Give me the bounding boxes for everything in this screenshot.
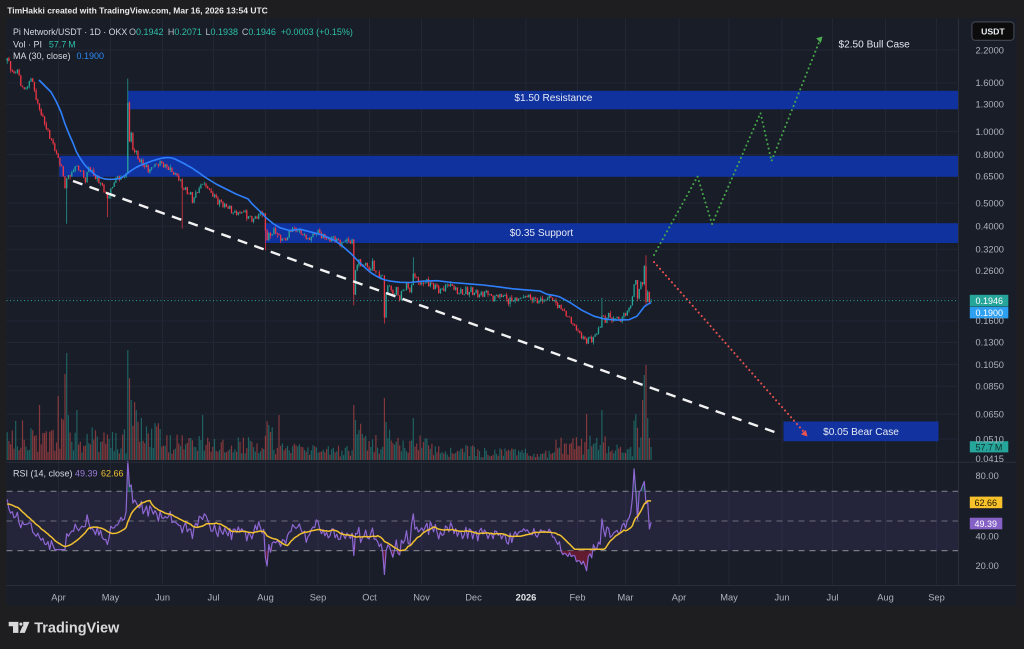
svg-text:Nov: Nov (413, 593, 430, 603)
svg-text:1.6000: 1.6000 (976, 78, 1004, 88)
svg-text:0.4000: 0.4000 (976, 222, 1004, 232)
svg-text:TimHakki created with TradingV: TimHakki created with TradingView.com, M… (7, 5, 268, 15)
svg-text:L0.1938: L0.1938 (206, 27, 239, 37)
svg-text:RSI (14, close): RSI (14, close) (13, 468, 73, 478)
svg-text:2.2000: 2.2000 (976, 45, 1004, 55)
svg-text:0.1050: 0.1050 (976, 360, 1004, 370)
svg-text:0.1600: 0.1600 (976, 316, 1004, 326)
svg-text:Jun: Jun (155, 593, 170, 603)
svg-text:Aug: Aug (877, 593, 894, 603)
svg-text:Mar: Mar (617, 593, 633, 603)
svg-text:0.8000: 0.8000 (976, 150, 1004, 160)
svg-text:Jun: Jun (775, 593, 790, 603)
svg-text:49.39: 49.39 (75, 468, 98, 478)
svg-text:Aug: Aug (257, 593, 274, 603)
svg-text:Apr: Apr (51, 593, 65, 603)
svg-text:1.3000: 1.3000 (976, 100, 1004, 110)
svg-text:Oct: Oct (362, 593, 377, 603)
svg-text:USDT: USDT (981, 26, 1005, 36)
svg-text:0.0510: 0.0510 (976, 434, 1004, 444)
svg-text:$0.35 Support: $0.35 Support (510, 228, 574, 239)
svg-text:$2.50 Bull Case: $2.50 Bull Case (839, 40, 911, 51)
svg-text:62.66: 62.66 (101, 468, 124, 478)
svg-text:0.0850: 0.0850 (976, 382, 1004, 392)
svg-text:0.1900: 0.1900 (976, 308, 1004, 318)
svg-text:0.0650: 0.0650 (976, 409, 1004, 419)
svg-text:49.39: 49.39 (975, 519, 998, 529)
svg-text:0.3200: 0.3200 (976, 245, 1004, 255)
svg-text:40.00: 40.00 (976, 531, 999, 541)
svg-text:0.1900: 0.1900 (77, 51, 105, 61)
svg-text:0.5000: 0.5000 (976, 198, 1004, 208)
svg-text:20.00: 20.00 (976, 561, 999, 571)
svg-text:MA (30, close): MA (30, close) (13, 51, 71, 61)
svg-text:0.2600: 0.2600 (976, 266, 1004, 276)
svg-text:0.6500: 0.6500 (976, 171, 1004, 181)
svg-text:57.7 M: 57.7 M (976, 442, 1003, 452)
svg-text:H0.2071: H0.2071 (168, 27, 202, 37)
svg-text:May: May (720, 593, 738, 603)
svg-text:0.1946: 0.1946 (976, 296, 1004, 306)
svg-text:Feb: Feb (569, 593, 585, 603)
svg-text:O0.1942: O0.1942 (129, 27, 164, 37)
svg-text:57.7 M: 57.7 M (49, 39, 76, 49)
svg-text:80.00: 80.00 (976, 471, 999, 481)
svg-text:May: May (102, 593, 120, 603)
svg-text:Sep: Sep (310, 593, 327, 603)
svg-text:Pi Network/USDT · 1D · OKX: Pi Network/USDT · 1D · OKX (13, 27, 127, 37)
svg-text:Jul: Jul (208, 593, 220, 603)
svg-text:+0.0003 (+0.15%): +0.0003 (+0.15%) (281, 27, 353, 37)
svg-text:2026: 2026 (516, 593, 537, 603)
svg-text:0.1300: 0.1300 (976, 338, 1004, 348)
svg-text:62.66: 62.66 (975, 498, 998, 508)
svg-text:C0.1946: C0.1946 (242, 27, 276, 37)
svg-text:Dec: Dec (465, 593, 482, 603)
svg-text:$0.05 Bear Case: $0.05 Bear Case (823, 427, 899, 438)
svg-text:TradingView: TradingView (34, 620, 120, 636)
svg-text:Jul: Jul (827, 593, 839, 603)
svg-text:0.0415: 0.0415 (976, 454, 1004, 464)
svg-text:Apr: Apr (672, 593, 686, 603)
svg-text:Sep: Sep (928, 593, 945, 603)
svg-text:1.0000: 1.0000 (976, 127, 1004, 137)
svg-text:Vol · PI: Vol · PI (13, 39, 42, 49)
svg-text:$1.50 Resistance: $1.50 Resistance (514, 93, 592, 104)
